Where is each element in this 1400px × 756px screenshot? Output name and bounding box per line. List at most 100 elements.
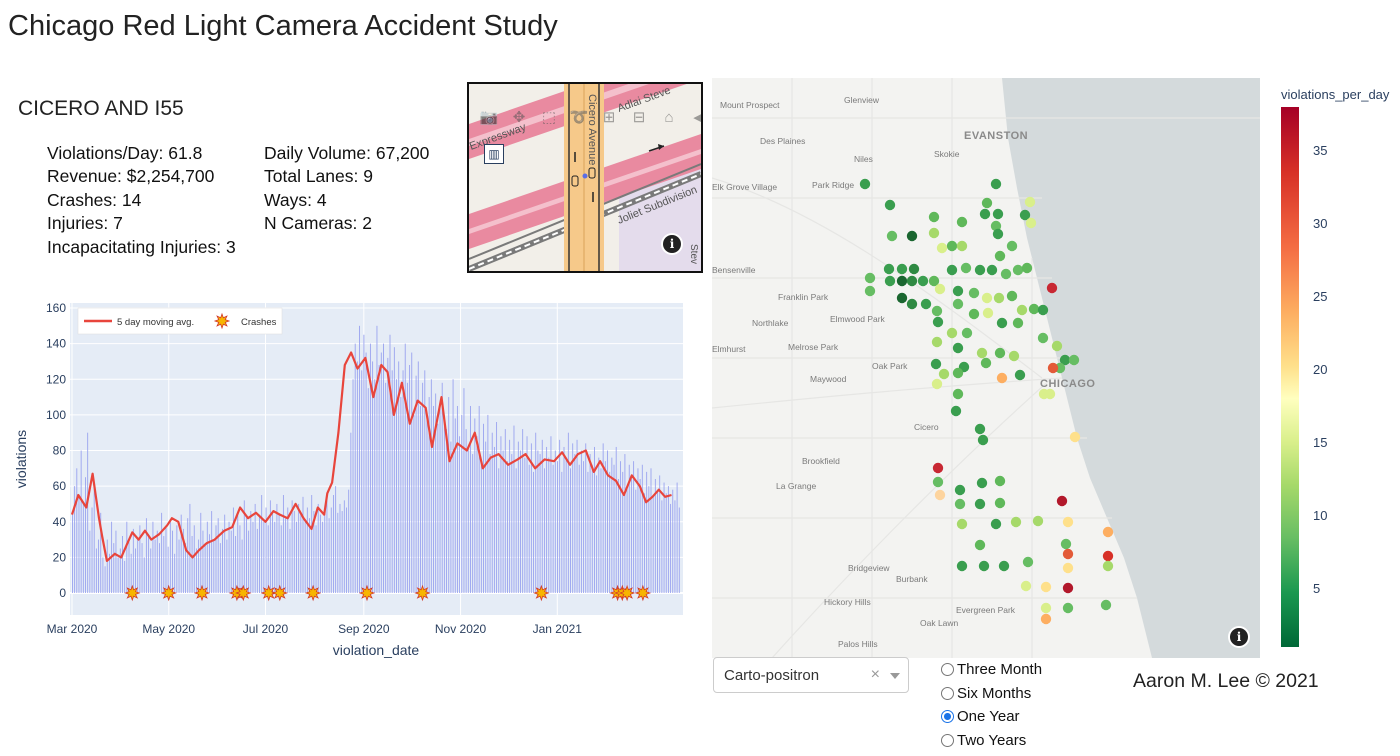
camera-marker[interactable] (976, 477, 988, 489)
camera-marker[interactable] (994, 250, 1006, 262)
radio-six-months[interactable]: Six Months (941, 682, 1042, 706)
radio-button[interactable] (941, 686, 954, 700)
camera-marker[interactable] (977, 434, 989, 446)
camera-marker[interactable] (1010, 516, 1022, 528)
camera-marker[interactable] (978, 560, 990, 572)
map-style-dropdown[interactable]: Carto-positron × (713, 657, 909, 693)
camera-marker[interactable] (961, 327, 973, 339)
camera-marker[interactable] (1014, 369, 1026, 381)
radio-two-years[interactable]: Two Years (941, 729, 1042, 753)
camera-marker[interactable] (1012, 264, 1024, 276)
camera-marker[interactable] (1060, 538, 1072, 550)
camera-marker[interactable] (1062, 548, 1074, 560)
camera-marker[interactable] (1040, 581, 1052, 593)
zoom-out-icon[interactable]: ⊟ (632, 109, 646, 126)
camera-marker[interactable] (1008, 350, 1020, 362)
camera-marker[interactable] (956, 216, 968, 228)
camera-marker[interactable] (896, 292, 908, 304)
camera-marker[interactable] (1028, 303, 1040, 315)
camera-marker[interactable] (1032, 515, 1044, 527)
camera-marker[interactable] (994, 347, 1006, 359)
camera-marker[interactable] (938, 368, 950, 380)
camera-marker[interactable] (1037, 332, 1049, 344)
camera-marker[interactable] (960, 262, 972, 274)
camera-marker[interactable] (954, 498, 966, 510)
info-icon[interactable]: i (663, 235, 681, 253)
camera-marker[interactable] (956, 240, 968, 252)
camera-marker[interactable] (931, 305, 943, 317)
camera-marker[interactable] (946, 264, 958, 276)
radio-button[interactable] (941, 663, 954, 677)
camera-marker[interactable] (1046, 282, 1058, 294)
camera-marker[interactable] (974, 539, 986, 551)
zoom-in-icon[interactable]: ⊞ (602, 109, 616, 126)
lasso-icon[interactable]: ➰ (569, 109, 589, 126)
camera-marker[interactable] (1059, 354, 1071, 366)
camera-marker[interactable] (976, 347, 988, 359)
camera-marker[interactable] (1044, 388, 1056, 400)
camera-marker[interactable] (1006, 240, 1018, 252)
camera-marker[interactable] (1020, 580, 1032, 592)
camera-marker[interactable] (1102, 560, 1114, 572)
camera-marker[interactable] (968, 308, 980, 320)
radio-button[interactable] (941, 733, 954, 747)
camera-marker[interactable] (934, 489, 946, 501)
camera-marker[interactable] (974, 423, 986, 435)
legend-icon[interactable]: ▥ (484, 144, 504, 164)
camera-marker[interactable] (952, 342, 964, 354)
camera-marker[interactable] (932, 462, 944, 474)
camera-marker[interactable] (950, 405, 962, 417)
clear-icon[interactable]: × (870, 666, 880, 683)
camera-marker[interactable] (1069, 431, 1081, 443)
camera-marker[interactable] (917, 275, 929, 287)
camera-marker[interactable] (1000, 268, 1012, 280)
camera-marker[interactable] (946, 240, 958, 252)
camera-marker[interactable] (928, 227, 940, 239)
camera-marker[interactable] (992, 228, 1004, 240)
camera-marker[interactable] (956, 518, 968, 530)
camera-marker[interactable] (986, 264, 998, 276)
radio-button[interactable] (941, 710, 954, 724)
camera-marker[interactable] (906, 298, 918, 310)
camera-marker[interactable] (896, 263, 908, 275)
chicago-map[interactable]: Glenview EVANSTON Des Plaines Skokie Niles Pa… (712, 78, 1260, 658)
camera-marker[interactable] (993, 292, 1005, 304)
camera-marker[interactable] (1040, 602, 1052, 614)
camera-marker[interactable] (1056, 495, 1068, 507)
camera-marker[interactable] (974, 498, 986, 510)
camera-marker[interactable] (968, 287, 980, 299)
camera-marker[interactable] (994, 475, 1006, 487)
camera-marker[interactable] (864, 285, 876, 297)
move-icon[interactable]: ✥ (512, 109, 526, 126)
camera-marker[interactable] (954, 484, 966, 496)
camera-marker[interactable] (1051, 340, 1063, 352)
box-select-icon[interactable]: ⬚ (541, 109, 557, 126)
camera-marker[interactable] (994, 497, 1006, 509)
camera-marker[interactable] (1006, 290, 1018, 302)
camera-marker[interactable] (864, 272, 876, 284)
back-icon[interactable]: ◀ (689, 108, 701, 126)
camera-marker[interactable] (1019, 209, 1031, 221)
camera-marker[interactable] (990, 220, 1002, 232)
camera-marker[interactable] (931, 336, 943, 348)
camera-marker[interactable] (928, 211, 940, 223)
camera-marker[interactable] (952, 388, 964, 400)
radio-three-month[interactable]: Three Month (941, 658, 1042, 682)
camera-marker[interactable] (928, 275, 940, 287)
camera-marker[interactable] (883, 263, 895, 275)
camera-marker[interactable] (992, 208, 1004, 220)
camera-marker[interactable] (1062, 582, 1074, 594)
camera-marker[interactable] (906, 230, 918, 242)
camera-marker[interactable] (1102, 550, 1114, 562)
camera-marker[interactable] (1037, 304, 1049, 316)
chevron-down-icon[interactable] (890, 673, 900, 679)
camera-marker[interactable] (931, 378, 943, 390)
camera-marker[interactable] (932, 316, 944, 328)
camera-marker[interactable] (980, 357, 992, 369)
camera-marker[interactable] (990, 178, 1002, 190)
camera-marker[interactable] (1022, 556, 1034, 568)
camera-marker[interactable] (1016, 304, 1028, 316)
camera-marker[interactable] (1021, 262, 1033, 274)
camera-icon[interactable]: 📷 (479, 109, 499, 126)
camera-marker[interactable] (1047, 362, 1059, 374)
